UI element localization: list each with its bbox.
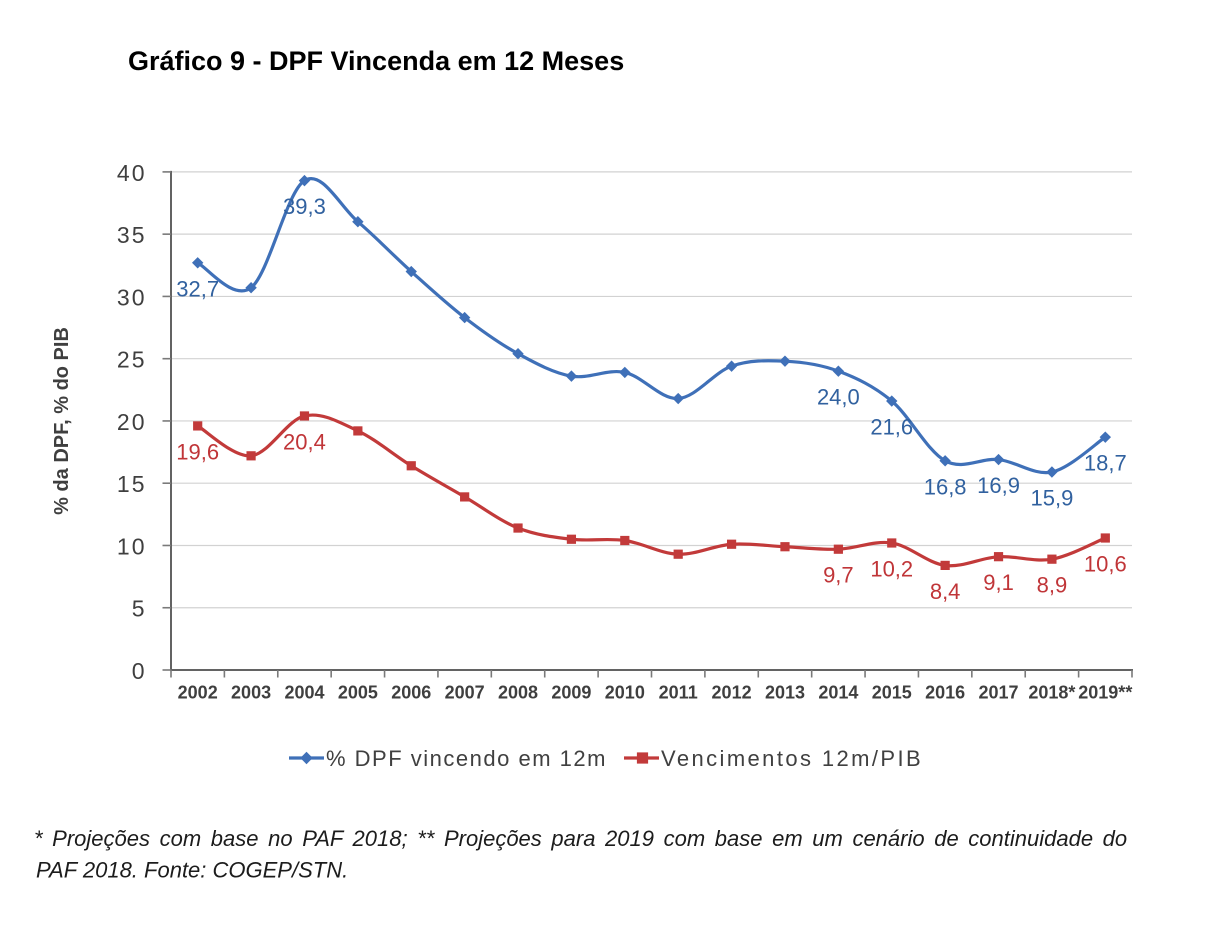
svg-text:0: 0 — [132, 658, 147, 684]
svg-text:2006: 2006 — [391, 683, 431, 703]
svg-text:2005: 2005 — [338, 683, 378, 703]
svg-text:2019**: 2019** — [1078, 683, 1132, 703]
svg-text:30: 30 — [117, 284, 147, 310]
svg-text:40: 40 — [117, 160, 147, 186]
svg-text:Vencimentos 12m/PIB: Vencimentos 12m/PIB — [661, 746, 923, 771]
svg-text:25: 25 — [117, 347, 147, 373]
svg-text:16,9: 16,9 — [977, 473, 1020, 498]
svg-text:2012: 2012 — [712, 683, 752, 703]
svg-text:10: 10 — [117, 533, 147, 559]
svg-text:2013: 2013 — [765, 683, 805, 703]
svg-text:32,7: 32,7 — [176, 276, 219, 301]
svg-text:2008: 2008 — [498, 683, 538, 703]
svg-text:2002: 2002 — [178, 683, 218, 703]
svg-text:2007: 2007 — [445, 683, 485, 703]
svg-text:5: 5 — [132, 596, 147, 622]
svg-text:% DPF vincendo em 12m: % DPF vincendo em 12m — [326, 746, 607, 771]
svg-text:20,4: 20,4 — [283, 429, 326, 454]
svg-text:2010: 2010 — [605, 683, 645, 703]
svg-text:2018*: 2018* — [1028, 683, 1075, 703]
svg-text:21,6: 21,6 — [870, 415, 913, 440]
svg-text:16,8: 16,8 — [924, 474, 967, 499]
svg-text:2014: 2014 — [818, 683, 858, 703]
svg-text:% da DPF, % do PIB: % da DPF, % do PIB — [51, 327, 73, 515]
svg-text:2003: 2003 — [231, 683, 271, 703]
svg-text:* Projeções com base no PAF 20: * Projeções com base no PAF 2018; ** Pro… — [34, 826, 1127, 851]
svg-text:2011: 2011 — [659, 683, 698, 703]
svg-text:15: 15 — [117, 471, 147, 497]
svg-text:2016: 2016 — [925, 683, 965, 703]
svg-text:PAF 2018. Fonte: COGEP/STN.: PAF 2018. Fonte: COGEP/STN. — [36, 858, 348, 883]
svg-text:2009: 2009 — [551, 683, 591, 703]
svg-text:2015: 2015 — [872, 683, 912, 703]
svg-text:24,0: 24,0 — [817, 385, 860, 410]
svg-text:20: 20 — [117, 409, 147, 435]
svg-text:19,6: 19,6 — [176, 439, 219, 464]
svg-text:2004: 2004 — [284, 683, 324, 703]
svg-text:9,7: 9,7 — [823, 563, 854, 588]
svg-text:35: 35 — [117, 222, 147, 248]
svg-text:9,1: 9,1 — [983, 570, 1014, 595]
svg-text:39,3: 39,3 — [283, 194, 326, 219]
svg-text:18,7: 18,7 — [1084, 451, 1127, 476]
svg-text:Gráfico 9 - DPF Vincenda em 12: Gráfico 9 - DPF Vincenda em 12 Meses — [128, 46, 624, 76]
svg-text:10,6: 10,6 — [1084, 552, 1127, 577]
svg-text:2017: 2017 — [979, 683, 1019, 703]
svg-text:8,9: 8,9 — [1037, 573, 1068, 598]
svg-text:8,4: 8,4 — [930, 579, 961, 604]
svg-text:15,9: 15,9 — [1031, 486, 1074, 511]
svg-text:10,2: 10,2 — [870, 556, 913, 581]
